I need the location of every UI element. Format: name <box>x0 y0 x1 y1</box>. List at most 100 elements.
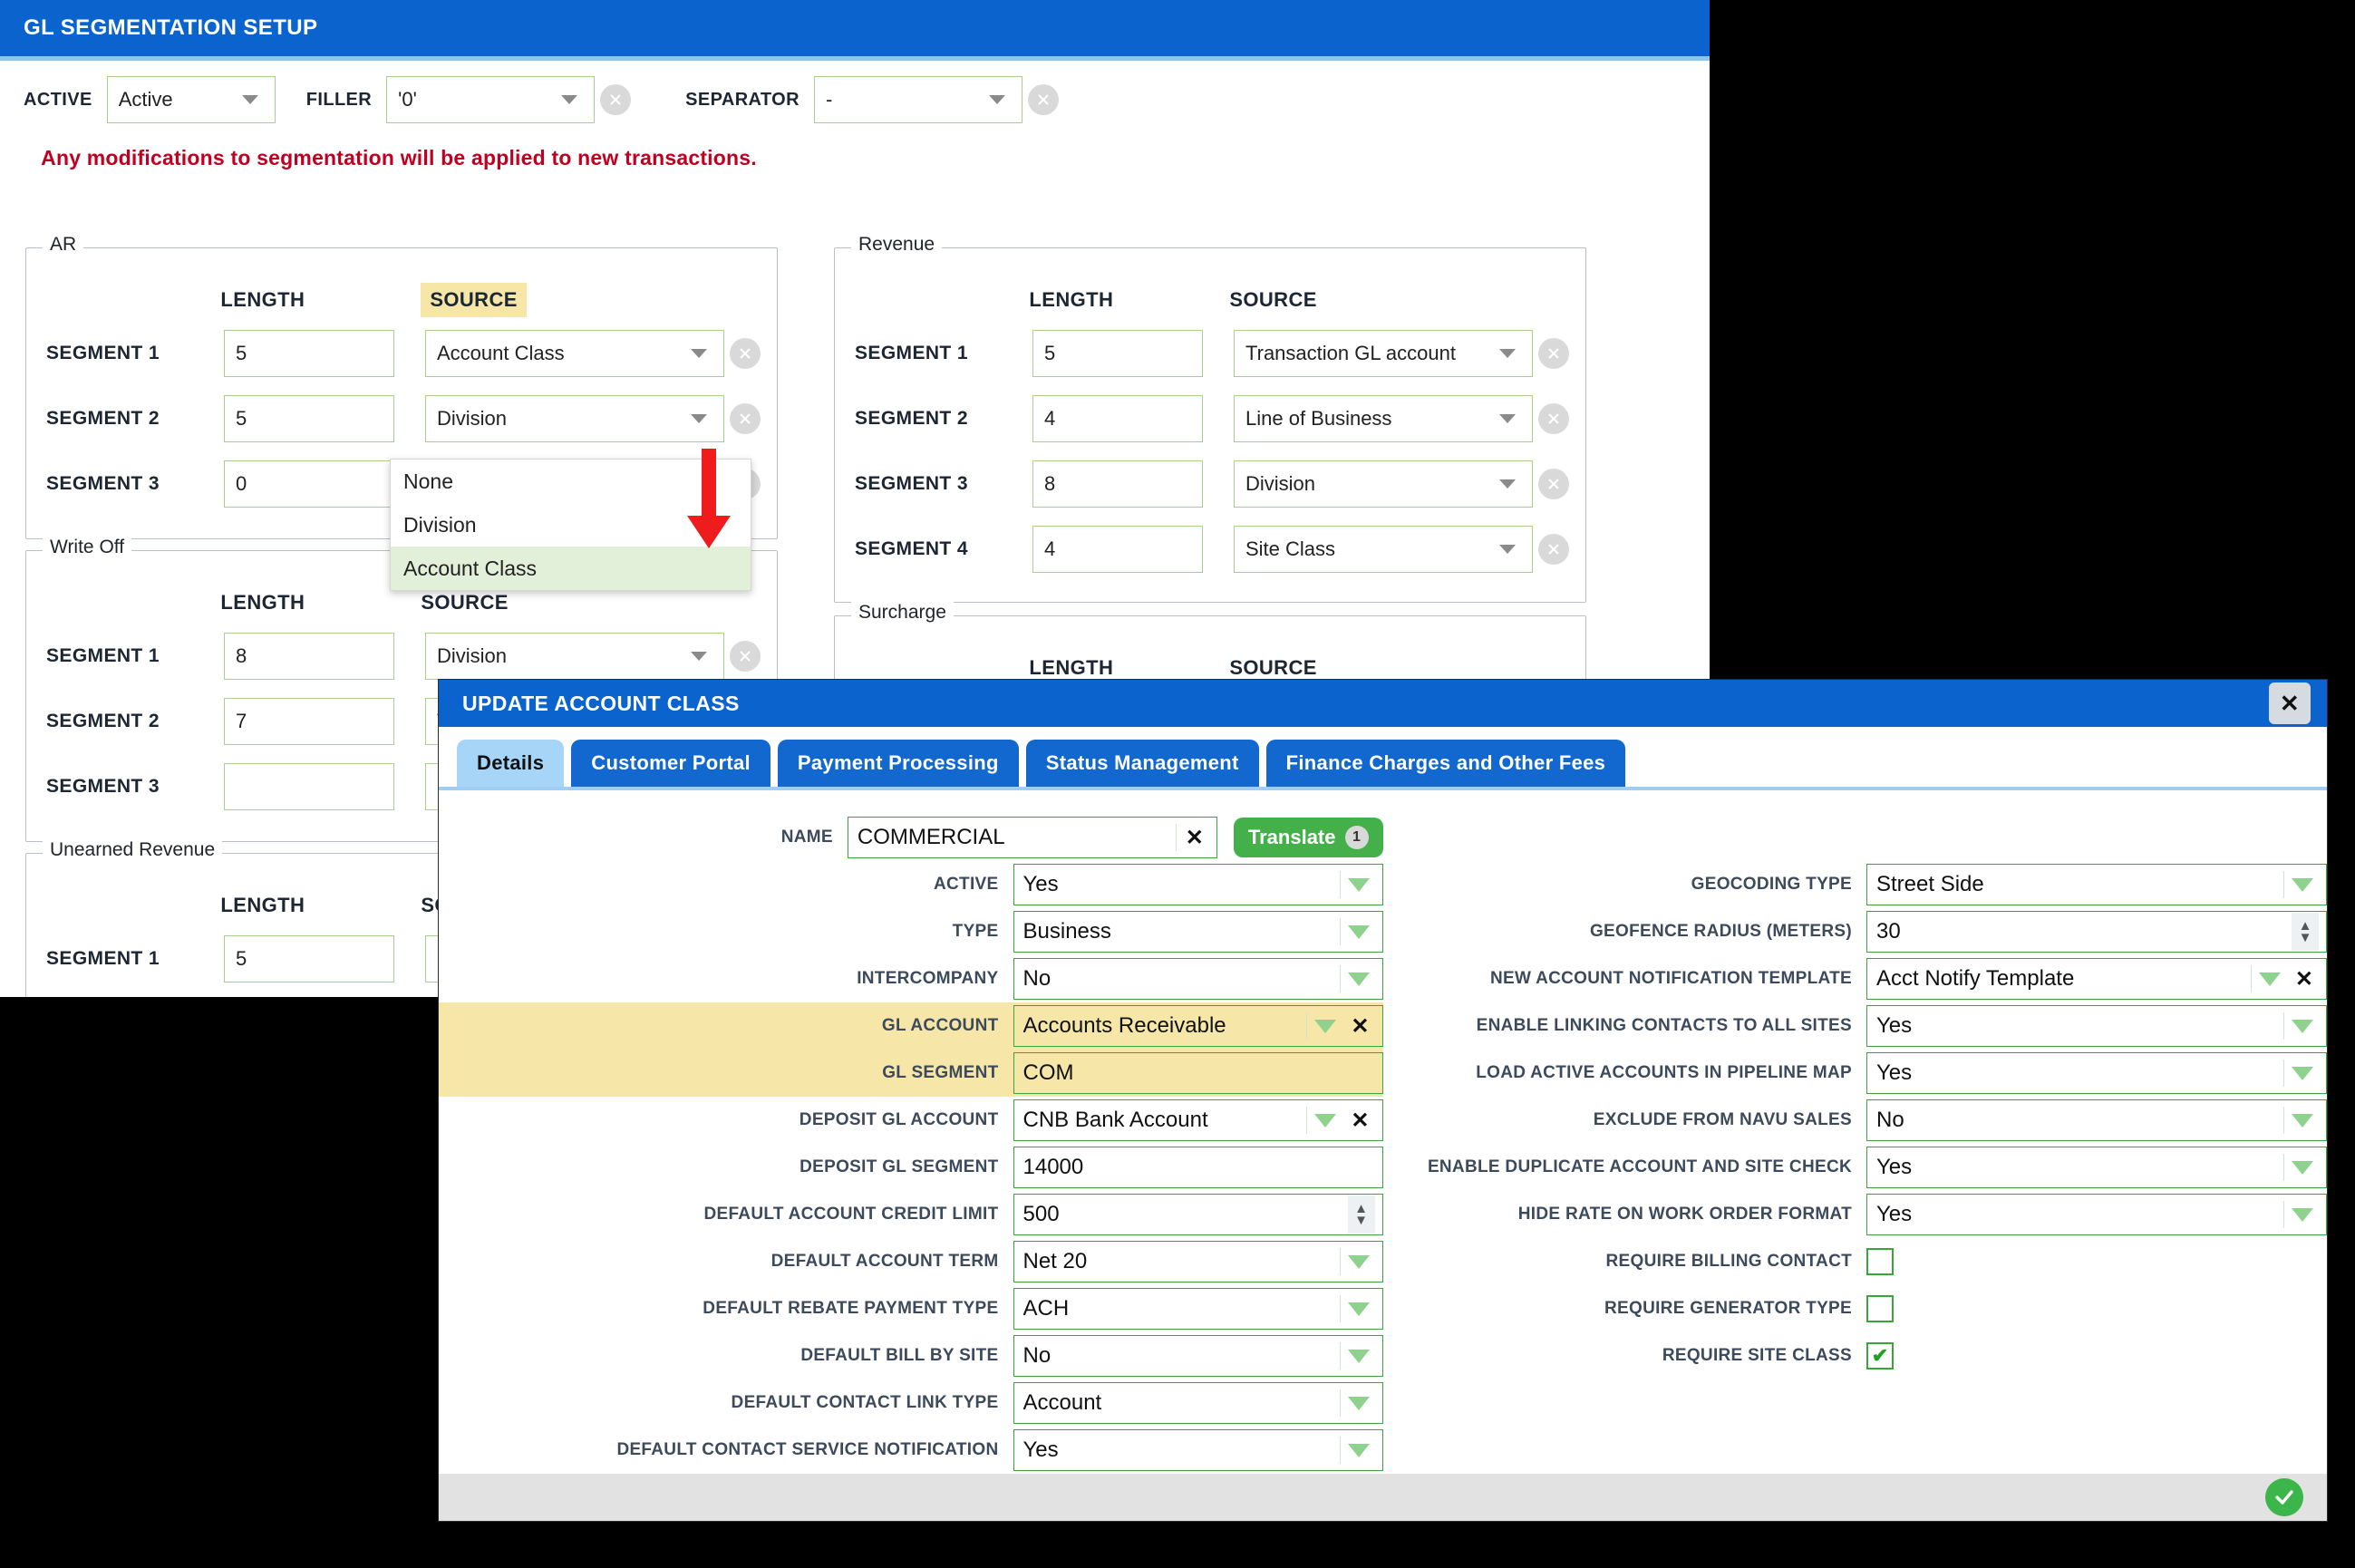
chevron-down-icon <box>1347 1302 1370 1316</box>
spinner-icon[interactable]: ▲ ▼ <box>1347 1195 1375 1234</box>
chevron-down-icon <box>2292 1207 2313 1222</box>
field-geocoding-type: GEOCODING TYPE Street Side <box>1383 861 2327 908</box>
fieldset-unearned-revenue-legend: Unearned Revenue <box>43 839 223 861</box>
titlebar-accent-bar <box>0 56 1710 61</box>
revenue-segment-1-clear-icon[interactable] <box>1538 338 1569 369</box>
field-load-active-accounts-select[interactable]: Yes <box>1866 1052 2327 1094</box>
surcharge-source-header: SOURCE <box>1229 656 1317 679</box>
active-select[interactable]: Active <box>106 76 276 123</box>
revenue-segment-2-clear-icon[interactable] <box>1538 403 1569 434</box>
modal-titlebar: UPDATE ACCOUNT CLASS ✕ <box>439 680 2327 727</box>
ar-segment-3-label: SEGMENT 3 <box>46 473 160 494</box>
ar-segment-1-length-input[interactable]: 5 <box>224 330 394 377</box>
field-active-select[interactable]: Yes <box>1013 864 1383 905</box>
revenue-segment-row-4: SEGMENT 4 4 Site Class <box>855 517 1585 582</box>
revenue-segment-2-length-input[interactable]: 4 <box>1032 395 1203 442</box>
field-default-rebate-payment-type-select[interactable]: ACH <box>1013 1288 1383 1330</box>
field-default-bill-by-site-select[interactable]: No <box>1013 1335 1383 1377</box>
field-default-contact-link-type-select[interactable]: Account <box>1013 1382 1383 1424</box>
tab-status-management[interactable]: Status Management <box>1025 740 1259 787</box>
field-default-account-term-label: DEFAULT ACCOUNT TERM <box>770 1252 999 1271</box>
source-dropdown-list[interactable]: None Division Account Class <box>390 459 751 591</box>
revenue-segment-2-source-select[interactable]: Line of Business <box>1234 395 1533 442</box>
unearned-segment-1-length-input[interactable]: 5 <box>224 935 394 982</box>
clear-icon[interactable]: ✕ <box>1185 825 1204 850</box>
field-name-input[interactable]: COMMERCIAL ✕ <box>847 817 1217 858</box>
writeoff-segment-1-length-input[interactable]: 8 <box>224 633 394 680</box>
separator-select[interactable]: - <box>813 76 1022 123</box>
field-gl-account-select[interactable]: Accounts Receivable ✕ <box>1013 1005 1383 1047</box>
spinner-icon[interactable]: ▲ ▼ <box>2292 913 2319 951</box>
revenue-segment-3-source-select[interactable]: Division <box>1234 460 1533 508</box>
filler-select[interactable]: '0' <box>386 76 596 123</box>
field-hide-rate-on-work-order-select[interactable]: Yes <box>1866 1194 2327 1235</box>
ar-segment-1-clear-icon[interactable] <box>730 338 761 369</box>
revenue-segment-1-source-select[interactable]: Transaction GL account <box>1234 330 1533 377</box>
field-gl-segment-input[interactable]: COM <box>1013 1052 1383 1094</box>
tab-payment-processing[interactable]: Payment Processing <box>777 740 1019 787</box>
revenue-segment-1-length-input[interactable]: 5 <box>1032 330 1203 377</box>
clear-icon[interactable]: ✕ <box>2294 966 2313 992</box>
writeoff-segment-2-length-input[interactable]: 7 <box>224 698 394 745</box>
field-default-contact-link-type: DEFAULT CONTACT LINK TYPE Account <box>439 1379 1383 1427</box>
fieldset-revenue-legend: Revenue <box>851 234 943 256</box>
revenue-length-header: LENGTH <box>1029 288 1114 311</box>
field-default-account-credit-limit-input[interactable]: 500 ▲ ▼ <box>1013 1194 1383 1235</box>
field-enable-duplicate-check-select[interactable]: Yes <box>1866 1147 2327 1188</box>
require-generator-type-checkbox[interactable] <box>1866 1295 1894 1322</box>
chevron-down-icon <box>1499 545 1516 554</box>
field-deposit-gl-segment-input[interactable]: 14000 <box>1013 1147 1383 1188</box>
dropdown-option-division[interactable]: Division <box>403 512 477 537</box>
dropdown-option-none[interactable]: None <box>403 469 453 493</box>
tab-customer-portal[interactable]: Customer Portal <box>571 740 770 787</box>
field-deposit-gl-account-select[interactable]: CNB Bank Account ✕ <box>1013 1099 1383 1141</box>
field-geocoding-type-select[interactable]: Street Side <box>1866 864 2327 905</box>
field-enable-linking-contacts-select[interactable]: Yes <box>1866 1005 2327 1047</box>
require-site-class-checkbox[interactable]: ✔ <box>1866 1342 1894 1370</box>
field-require-billing-contact-label: REQUIRE BILLING CONTACT <box>1605 1252 1852 1271</box>
revenue-segment-3-length-input[interactable]: 8 <box>1032 460 1203 508</box>
field-new-account-notification-template-select[interactable]: Acct Notify Template ✕ <box>1866 958 2327 1000</box>
chevron-down-icon <box>1314 1113 1337 1128</box>
ar-segment-3-length-input[interactable]: 0 <box>224 460 394 508</box>
close-icon[interactable]: ✕ <box>2269 682 2311 724</box>
writeoff-segment-1-source-select[interactable]: Division <box>425 633 724 680</box>
field-exclude-from-navu-sales-select[interactable]: No <box>1866 1099 2327 1141</box>
field-deposit-gl-segment: DEPOSIT GL SEGMENT 14000 <box>439 1144 1383 1191</box>
clear-icon[interactable]: ✕ <box>1351 1013 1370 1039</box>
filler-clear-icon[interactable] <box>600 84 632 115</box>
field-default-account-term-select[interactable]: Net 20 <box>1013 1241 1383 1282</box>
field-type-select[interactable]: Business <box>1013 911 1383 953</box>
writeoff-segment-1-clear-icon[interactable] <box>730 641 761 672</box>
revenue-column-headers: LENGTH SOURCE <box>855 279 1585 321</box>
ar-segment-2-clear-icon[interactable] <box>730 403 761 434</box>
ar-segment-1-source-select[interactable]: Account Class <box>425 330 724 377</box>
dropdown-option-account-class[interactable]: Account Class <box>391 547 751 590</box>
fieldset-surcharge-legend: Surcharge <box>851 602 954 624</box>
chevron-down-icon <box>691 349 707 358</box>
tab-details[interactable]: Details <box>457 740 565 787</box>
revenue-segment-4-clear-icon[interactable] <box>1538 534 1569 565</box>
confirm-button[interactable] <box>2265 1478 2303 1516</box>
revenue-segment-4-length-input[interactable]: 4 <box>1032 526 1203 573</box>
translate-button[interactable]: Translate 1 <box>1233 818 1383 857</box>
field-default-contact-service-notification-select[interactable]: Yes <box>1013 1429 1383 1471</box>
field-geofence-radius-input[interactable]: 30 ▲ ▼ <box>1866 911 2327 953</box>
ar-segment-2-length-input[interactable]: 5 <box>224 395 394 442</box>
clear-icon[interactable]: ✕ <box>1351 1108 1370 1133</box>
chevron-down-icon <box>988 95 1005 104</box>
gl-window-title: GL SEGMENTATION SETUP <box>24 15 318 40</box>
revenue-segment-4-source-select[interactable]: Site Class <box>1234 526 1533 573</box>
field-intercompany-select[interactable]: No <box>1013 958 1383 1000</box>
ar-segment-2-source-select[interactable]: Division <box>425 395 724 442</box>
field-deposit-gl-account: DEPOSIT GL ACCOUNT CNB Bank Account ✕ <box>439 1097 1383 1144</box>
writeoff-segment-3-length-input[interactable] <box>224 763 394 810</box>
separator-clear-icon[interactable] <box>1027 84 1059 115</box>
revenue-segment-3-clear-icon[interactable] <box>1538 469 1569 499</box>
unearned-length-header: LENGTH <box>220 894 305 916</box>
require-billing-contact-checkbox[interactable] <box>1866 1248 1894 1275</box>
tab-finance-charges[interactable]: Finance Charges and Other Fees <box>1265 740 1626 787</box>
chevron-down-icon <box>2292 1019 2313 1033</box>
field-name-label: NAME <box>780 828 833 847</box>
revenue-segment-4-label: SEGMENT 4 <box>855 538 968 559</box>
